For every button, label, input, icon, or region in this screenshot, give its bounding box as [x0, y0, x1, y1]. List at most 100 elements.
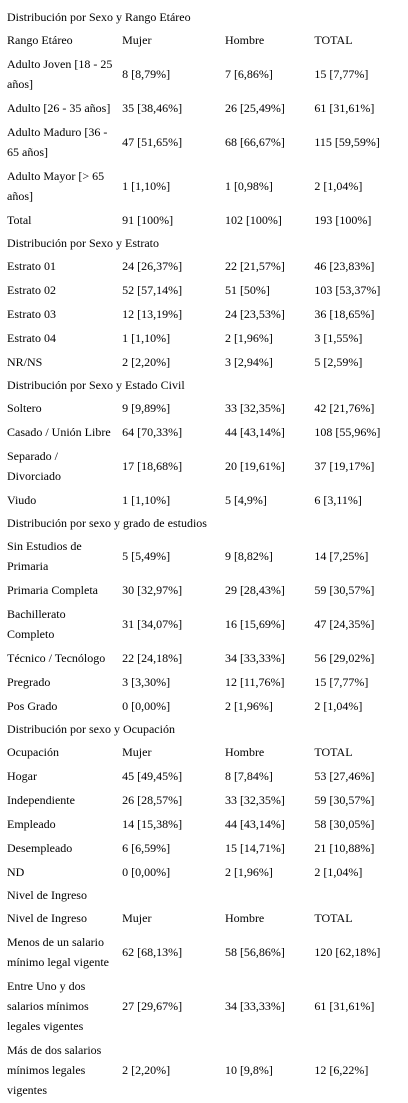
- hombre-cell: 3 [2,94%]: [224, 355, 273, 369]
- category-cell: Estrato 02: [7, 283, 56, 297]
- section-title-row: Distribución por Sexo y Estrato: [4, 233, 404, 253]
- total-cell: 15 [7,77%]: [314, 67, 369, 81]
- hombre-cell: 51 [50%]: [224, 283, 270, 297]
- mujer-cell: 35 [38,46%]: [122, 101, 183, 115]
- mujer-cell: 17 [18,68%]: [122, 459, 183, 473]
- mujer-cell: 6 [6,59%]: [122, 841, 171, 855]
- header-row: Ocupación Mujer Hombre TOTAL: [4, 741, 404, 763]
- hombre-cell: 34 [33,33%]: [224, 651, 285, 665]
- total-cell: 36 [18,65%]: [314, 307, 375, 321]
- total-cell: 115 [59,59%]: [314, 135, 380, 149]
- category-cell: ND: [7, 865, 25, 879]
- mujer-cell: 26 [28,57%]: [122, 793, 183, 807]
- category-cell: Más de dos salarios mínimos legales vige…: [7, 1043, 102, 1097]
- category-cell: Adulto Mayor [> 65 años]: [7, 169, 105, 203]
- mujer-cell: 1 [1,10%]: [122, 179, 171, 193]
- table-row: Independiente 26 [28,57%] 33 [32,35%] 59 [3…: [4, 789, 404, 811]
- mujer-cell: 5 [5,49%]: [122, 549, 171, 563]
- category-cell: Entre Uno y dos salarios mínimos legales…: [7, 979, 89, 1033]
- mujer-cell: 0 [0,00%]: [122, 699, 171, 713]
- total-cell: 108 [55,96%]: [314, 425, 381, 439]
- total-cell: 47 [24,35%]: [314, 617, 375, 631]
- hombre-cell: 44 [43,14%]: [224, 425, 285, 439]
- mujer-cell: 45 [49,45%]: [122, 769, 183, 783]
- total-cell: 3 [1,55%]: [314, 331, 363, 345]
- mujer-cell: 24 [26,37%]: [122, 259, 183, 273]
- category-cell: Primaria Completa: [7, 583, 98, 597]
- total-cell: 6 [3,11%]: [314, 493, 362, 507]
- mujer-cell: 30 [32,97%]: [122, 583, 183, 597]
- column-header: TOTAL: [314, 33, 353, 47]
- total-cell: 59 [30,57%]: [314, 583, 375, 597]
- total-cell: 103 [53,37%]: [314, 283, 381, 297]
- table-row: Sin Estudios de Primaria 5 [5,49%] 9 [8,82…: [4, 535, 404, 577]
- category-cell: Viudo: [7, 493, 37, 507]
- table-row: Primaria Completa 30 [32,97%] 29 [28,43%] 5…: [4, 579, 404, 601]
- category-cell: Estrato 01: [7, 259, 56, 273]
- total-cell: 61 [31,61%]: [314, 999, 375, 1013]
- category-cell: Técnico / Tecnólogo: [7, 651, 106, 665]
- hombre-cell: 16 [15,69%]: [224, 617, 285, 631]
- column-header: Hombre: [224, 33, 265, 47]
- hombre-cell: 102 [100%]: [224, 213, 282, 227]
- table-row: Total 91 [100%] 102 [100%] 193 [100%]: [4, 209, 404, 231]
- hombre-cell: 9 [8,82%]: [224, 549, 273, 563]
- mujer-cell: 47 [51,65%]: [122, 135, 183, 149]
- total-cell: 58 [30,05%]: [314, 817, 375, 831]
- statistics-table: Distribución por Sexo y Rango Etáreo Rang…: [2, 5, 406, 1103]
- hombre-cell: 26 [25,49%]: [224, 101, 285, 115]
- hombre-cell: 12 [11,76%]: [224, 675, 285, 689]
- section-title-row: Distribución por sexo y grado de estudio…: [4, 513, 404, 533]
- total-cell: 61 [31,61%]: [314, 101, 375, 115]
- column-header: Mujer: [122, 911, 152, 925]
- section-title: Distribución por Sexo y Estado Civil: [7, 378, 185, 392]
- category-cell: Total: [7, 213, 32, 227]
- category-cell: Independiente: [7, 793, 75, 807]
- category-cell: Estrato 04: [7, 331, 56, 345]
- section-title: Distribución por sexo y grado de estudio…: [7, 516, 207, 530]
- total-cell: 15 [7,77%]: [314, 675, 369, 689]
- total-cell: 120 [62,18%]: [314, 945, 381, 959]
- category-cell: Soltero: [7, 401, 42, 415]
- category-cell: Desempleado: [7, 841, 73, 855]
- hombre-cell: 68 [66,67%]: [224, 135, 285, 149]
- table-row: Adulto Maduro [36 - 65 años] 47 [51,65%] 6…: [4, 121, 404, 163]
- category-cell: Adulto [26 - 35 años]: [7, 101, 111, 115]
- category-cell: Pos Grado: [7, 699, 58, 713]
- hombre-cell: 5 [4,9%]: [224, 493, 267, 507]
- column-header: Mujer: [122, 745, 152, 759]
- table-row: Bachillerato Completo 31 [34,07%] 16 [15,6…: [4, 603, 404, 645]
- section-title-row: Distribución por Sexo y Estado Civil: [4, 375, 404, 395]
- column-header: Hombre: [224, 911, 265, 925]
- table-row: ND 0 [0,00%] 2 [1,96%] 2 [1,04%]: [4, 861, 404, 883]
- category-cell: Empleado: [7, 817, 56, 831]
- total-cell: 21 [10,88%]: [314, 841, 375, 855]
- hombre-cell: 1 [0,98%]: [224, 179, 273, 193]
- table-row: Adulto Mayor [> 65 años] 1 [1,10%] 1 [0,98…: [4, 165, 404, 207]
- mujer-cell: 62 [68,13%]: [122, 945, 183, 959]
- total-cell: 193 [100%]: [314, 213, 372, 227]
- table-row: Menos de un salario mínimo legal vigente…: [4, 931, 404, 973]
- table-row: Más de dos salarios mínimos legales vige…: [4, 1039, 404, 1101]
- table-row: Pos Grado 0 [0,00%] 2 [1,96%] 2 [1,04%]: [4, 695, 404, 717]
- header-row: Rango Etáreo Mujer Hombre TOTAL: [4, 29, 404, 51]
- hombre-cell: 2 [1,96%]: [224, 699, 273, 713]
- table-row: Viudo 1 [1,10%] 5 [4,9%] 6 [3,11%]: [4, 489, 404, 511]
- table-row: Soltero 9 [9,89%] 33 [32,35%] 42 [21,76%]: [4, 397, 404, 419]
- mujer-cell: 2 [2,20%]: [122, 1063, 171, 1077]
- hombre-cell: 33 [32,35%]: [224, 401, 285, 415]
- hombre-cell: 22 [21,57%]: [224, 259, 285, 273]
- section-title: Nivel de Ingreso: [7, 888, 87, 902]
- mujer-cell: 91 [100%]: [122, 213, 174, 227]
- total-cell: 56 [29,02%]: [314, 651, 375, 665]
- mujer-cell: 1 [1,10%]: [122, 331, 171, 345]
- section-title-row: Distribución por sexo y Ocupación: [4, 719, 404, 739]
- section-title-row: Nivel de Ingreso: [4, 885, 404, 905]
- table-row: Entre Uno y dos salarios mínimos legales…: [4, 975, 404, 1037]
- hombre-cell: 20 [19,61%]: [224, 459, 285, 473]
- section-title: Distribución por Sexo y Rango Etáreo: [7, 10, 191, 24]
- hombre-cell: 10 [9,8%]: [224, 1063, 273, 1077]
- category-cell: Estrato 03: [7, 307, 56, 321]
- table-row: Adulto [26 - 35 años] 35 [38,46%] 26 [25,4…: [4, 97, 404, 119]
- category-cell: Hogar: [7, 769, 37, 783]
